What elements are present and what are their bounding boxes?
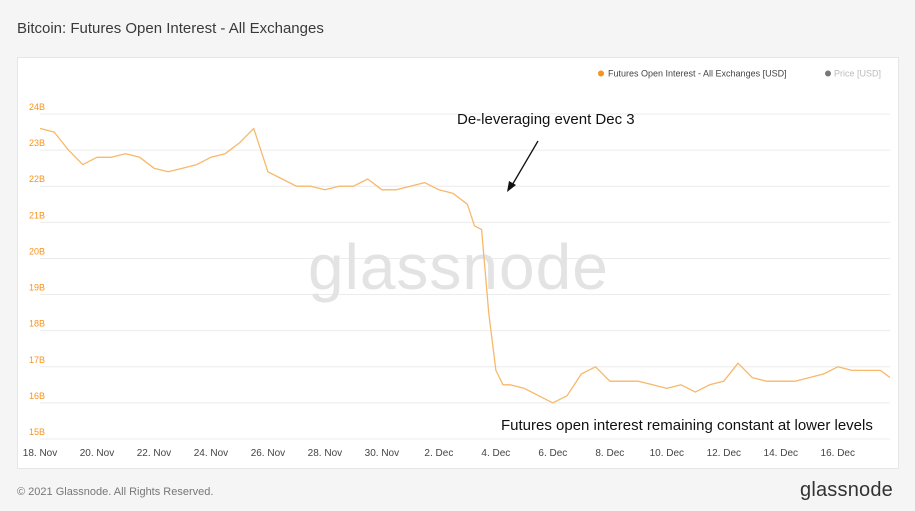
y-tick-label: 15B <box>29 427 45 437</box>
x-tick-label: 14. Dec <box>764 448 798 459</box>
y-axis-ticks: 15B 16B 17B 18B 19B 20B 21B 22B 23B 24B <box>29 102 45 437</box>
annotation-constant-levels: Futures open interest remaining constant… <box>501 417 873 434</box>
futures-open-interest-chart: glassnode 15B 16B 17B 18B 19B 20B 21B 22B 23B 24B… <box>23 69 891 459</box>
y-tick-label: 17B <box>29 355 45 365</box>
x-tick-label: 16. Dec <box>821 448 855 459</box>
watermark: glassnode <box>308 231 609 303</box>
annotation-deleveraging: De-leveraging event Dec 3 <box>457 111 635 128</box>
x-tick-label: 24. Nov <box>194 448 228 459</box>
y-tick-label: 20B <box>29 246 45 256</box>
annotation-arrow <box>510 140 539 188</box>
annotation-arrow-head <box>507 181 516 192</box>
y-tick-label: 16B <box>29 391 45 401</box>
y-tick-label: 21B <box>29 210 45 220</box>
chart-card: glassnode 15B 16B 17B 18B 19B 20B 21B 22B 23B 24B… <box>17 57 899 469</box>
x-tick-label: 6. Dec <box>538 448 567 459</box>
footer-logo: glassnode <box>800 479 893 501</box>
legend[interactable]: Futures Open Interest - All Exchanges [U… <box>598 69 881 79</box>
y-tick-label: 24B <box>29 102 45 112</box>
x-tick-label: 30. Nov <box>365 448 399 459</box>
x-tick-label: 18. Nov <box>23 448 57 459</box>
legend-item-open-interest[interactable]: Futures Open Interest - All Exchanges [U… <box>608 69 787 79</box>
y-tick-label: 23B <box>29 138 45 148</box>
grid-lines <box>40 113 890 440</box>
legend-dot-price <box>825 70 831 77</box>
x-tick-label: 26. Nov <box>251 448 285 459</box>
legend-item-price[interactable]: Price [USD] <box>834 69 881 79</box>
x-axis-ticks: 18. Nov 20. Nov 22. Nov 24. Nov 26. Nov 28. N… <box>23 448 855 459</box>
x-tick-label: 2. Dec <box>424 448 453 459</box>
legend-dot-open-interest <box>598 70 604 77</box>
x-tick-label: 8. Dec <box>595 448 624 459</box>
x-tick-label: 28. Nov <box>308 448 342 459</box>
x-tick-label: 20. Nov <box>80 448 114 459</box>
y-tick-label: 22B <box>29 174 45 184</box>
x-tick-label: 12. Dec <box>707 448 741 459</box>
x-tick-label: 4. Dec <box>481 448 510 459</box>
y-tick-label: 18B <box>29 319 45 329</box>
x-tick-label: 22. Nov <box>137 448 171 459</box>
page-title: Bitcoin: Futures Open Interest - All Exc… <box>17 20 324 37</box>
footer-copyright: © 2021 Glassnode. All Rights Reserved. <box>17 486 214 498</box>
y-tick-label: 19B <box>29 283 45 293</box>
x-tick-label: 10. Dec <box>650 448 684 459</box>
series-line-open-interest <box>39 127 891 404</box>
